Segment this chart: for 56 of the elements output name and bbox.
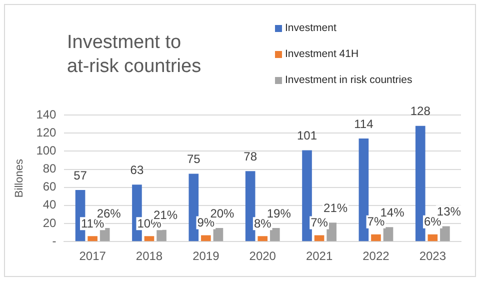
y-tick-label: 140 bbox=[36, 107, 57, 122]
annotation: 14% bbox=[380, 205, 405, 220]
bar bbox=[213, 228, 224, 242]
annotation: 11% bbox=[80, 216, 104, 230]
y-tick-label: 60 bbox=[42, 180, 57, 194]
bar bbox=[371, 234, 381, 242]
chart-title: Investment to at-risk countries bbox=[67, 31, 202, 79]
y-tick-label: 120 bbox=[36, 125, 57, 140]
y-tick-label: - bbox=[52, 234, 56, 248]
bar bbox=[270, 228, 280, 242]
annotation: 6% bbox=[424, 214, 442, 229]
data-label: 101 bbox=[296, 128, 318, 143]
annotation: 21% bbox=[324, 200, 348, 215]
bar bbox=[440, 226, 450, 242]
x-tick-label: 2017 bbox=[79, 249, 106, 264]
x-tick-label: 2023 bbox=[419, 249, 446, 264]
x-tick-label: 2022 bbox=[362, 249, 390, 264]
bar bbox=[415, 126, 426, 242]
annotation: 7% bbox=[310, 216, 328, 230]
legend-label: Investment bbox=[284, 21, 338, 36]
bar bbox=[383, 227, 394, 242]
y-tick-label: 100 bbox=[36, 143, 57, 158]
bar bbox=[258, 236, 268, 242]
legend-label: Investment 41H bbox=[284, 47, 360, 62]
x-tick-label: 2020 bbox=[249, 249, 276, 264]
bar bbox=[245, 171, 256, 242]
y-tick-label: 20 bbox=[42, 216, 57, 230]
y-tick-label: 40 bbox=[42, 198, 57, 212]
x-tick-label: 2019 bbox=[192, 249, 220, 264]
annotation: 8% bbox=[254, 216, 272, 230]
x-tick-label: 2021 bbox=[306, 249, 333, 264]
annotation: 19% bbox=[266, 206, 292, 220]
annotation: 26% bbox=[96, 206, 122, 220]
legend-label: Investment in risk countries bbox=[284, 73, 412, 88]
data-label: 78 bbox=[244, 149, 258, 164]
bar bbox=[358, 138, 369, 242]
bar bbox=[144, 236, 154, 242]
bar bbox=[201, 235, 211, 242]
bar bbox=[302, 150, 312, 242]
bar bbox=[326, 222, 336, 242]
y-axis-title: Billones bbox=[14, 158, 26, 198]
bar bbox=[100, 228, 110, 242]
bar bbox=[314, 235, 324, 242]
data-label: 75 bbox=[186, 152, 201, 166]
data-label: 63 bbox=[130, 162, 144, 177]
bar bbox=[428, 234, 438, 242]
data-label: 114 bbox=[354, 116, 374, 131]
bar bbox=[88, 236, 98, 242]
bar bbox=[188, 174, 199, 242]
annotation: 13% bbox=[436, 204, 462, 219]
x-tick-label: 2018 bbox=[136, 249, 163, 264]
data-label: 57 bbox=[74, 168, 88, 182]
bar bbox=[156, 230, 166, 242]
y-tick-label: 80 bbox=[42, 162, 57, 176]
data-label: 128 bbox=[410, 104, 431, 118]
annotation: 20% bbox=[210, 206, 235, 220]
